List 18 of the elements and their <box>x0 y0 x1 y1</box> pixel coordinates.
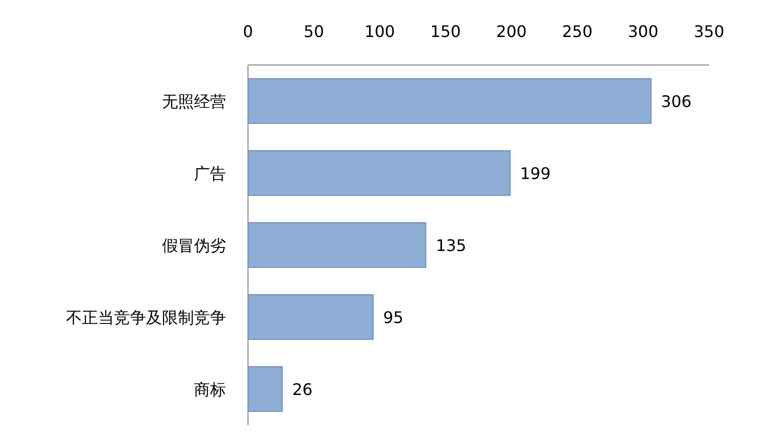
y-tick-label: 广告 <box>194 164 226 183</box>
data-label: 199 <box>520 164 551 183</box>
data-label: 26 <box>292 380 313 399</box>
y-tick-label: 假冒伪劣 <box>162 236 226 255</box>
x-tick-label: 150 <box>430 22 461 41</box>
x-tick-label: 0 <box>242 22 254 41</box>
x-tick-label: 100 <box>364 22 395 41</box>
x-tick-label: 300 <box>628 22 658 41</box>
x-tick-label: 50 <box>304 22 324 41</box>
x-tick-label: 200 <box>496 22 527 41</box>
data-label: 95 <box>383 308 404 327</box>
y-tick-label: 不正当竞争及限制竞争 <box>66 308 226 327</box>
data-label: 306 <box>661 92 692 111</box>
x-tick-label: 350 <box>694 22 724 41</box>
x-tick-label: 250 <box>562 22 593 41</box>
y-tick-label: 无照经营 <box>162 92 226 111</box>
data-label: 135 <box>436 236 466 255</box>
y-tick-label: 商标 <box>194 380 226 399</box>
